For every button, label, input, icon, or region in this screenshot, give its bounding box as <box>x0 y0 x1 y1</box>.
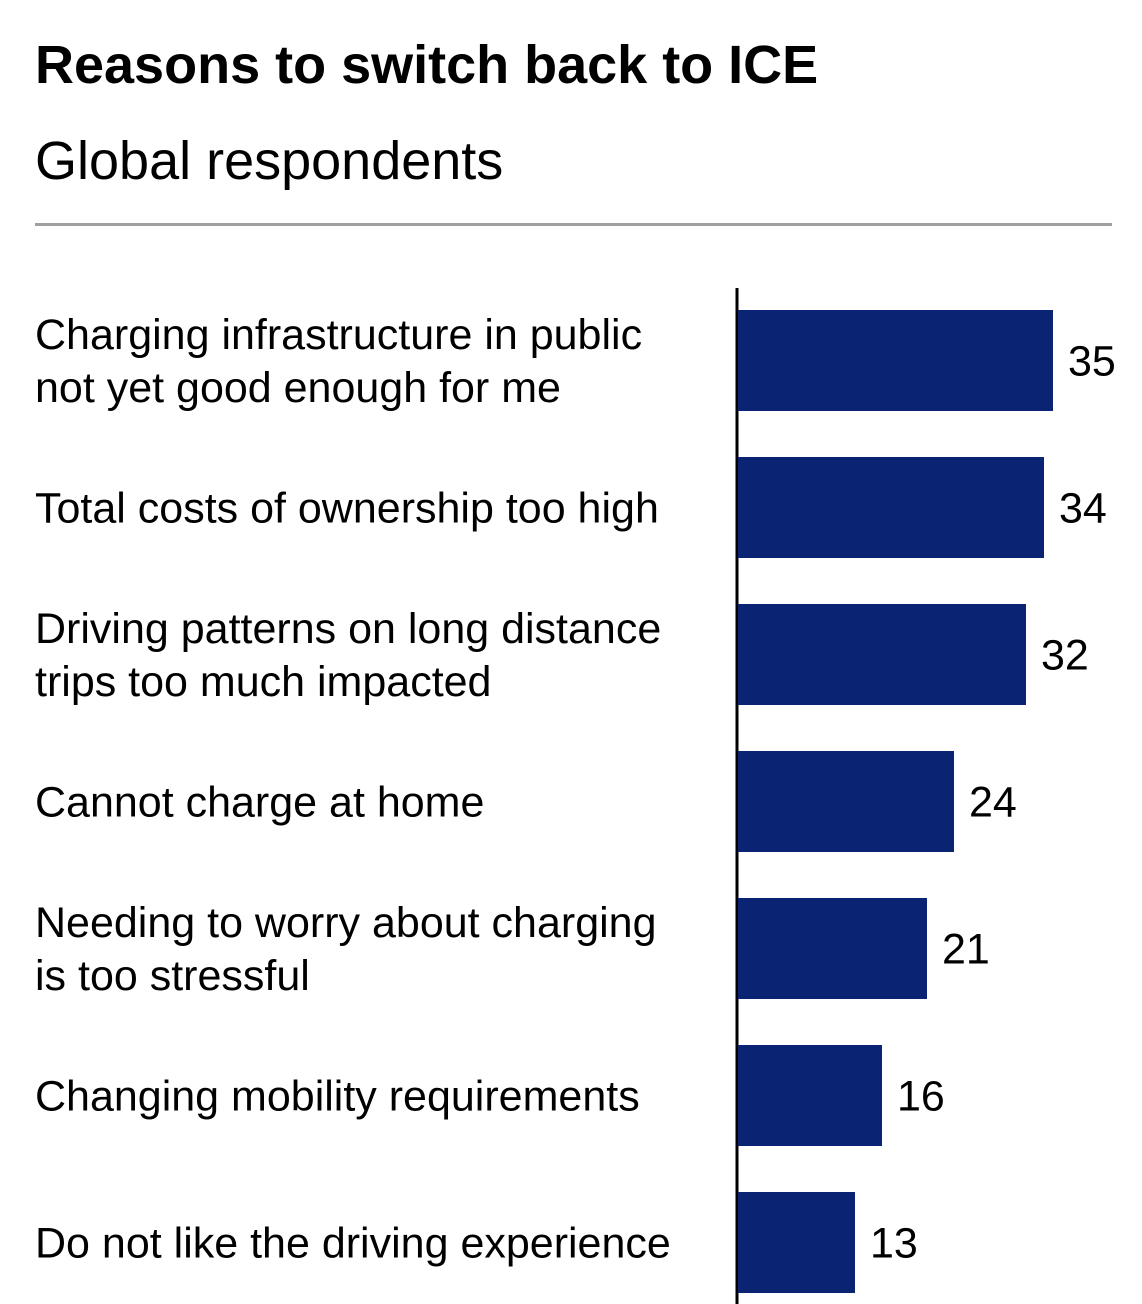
bar-7 <box>738 1192 855 1293</box>
category-label: Total costs of ownership too high <box>35 485 659 533</box>
bar-5 <box>738 898 927 999</box>
bar-value-label: 32 <box>1041 632 1089 680</box>
bar-value-label: 35 <box>1068 338 1116 386</box>
category-label: Do not like the driving experience <box>35 1220 671 1268</box>
bar-value-label: 21 <box>942 926 990 974</box>
bar-value-label: 34 <box>1059 485 1107 533</box>
chart-subtitle: Global respondents <box>35 131 504 191</box>
bar-2 <box>738 457 1044 558</box>
category-label: Charging infrastructure in public <box>35 311 642 359</box>
bar-3 <box>738 604 1026 705</box>
category-label: not yet good enough for me <box>35 364 561 412</box>
category-label: trips too much impacted <box>35 658 491 706</box>
category-label: Driving patterns on long distance <box>35 605 661 653</box>
bar-4 <box>738 751 954 852</box>
category-label: Cannot charge at home <box>35 779 484 827</box>
category-label: is too stressful <box>35 952 310 1000</box>
bar-value-label: 16 <box>897 1073 945 1121</box>
bar-6 <box>738 1045 882 1146</box>
category-label: Changing mobility requirements <box>35 1073 640 1121</box>
category-label: Needing to worry about charging <box>35 899 656 947</box>
bar-value-label: 13 <box>870 1220 918 1268</box>
header-divider <box>35 223 1112 226</box>
chart-title: Reasons to switch back to ICE <box>35 35 819 95</box>
bar-1 <box>738 310 1053 411</box>
bar-value-label: 24 <box>969 779 1017 827</box>
